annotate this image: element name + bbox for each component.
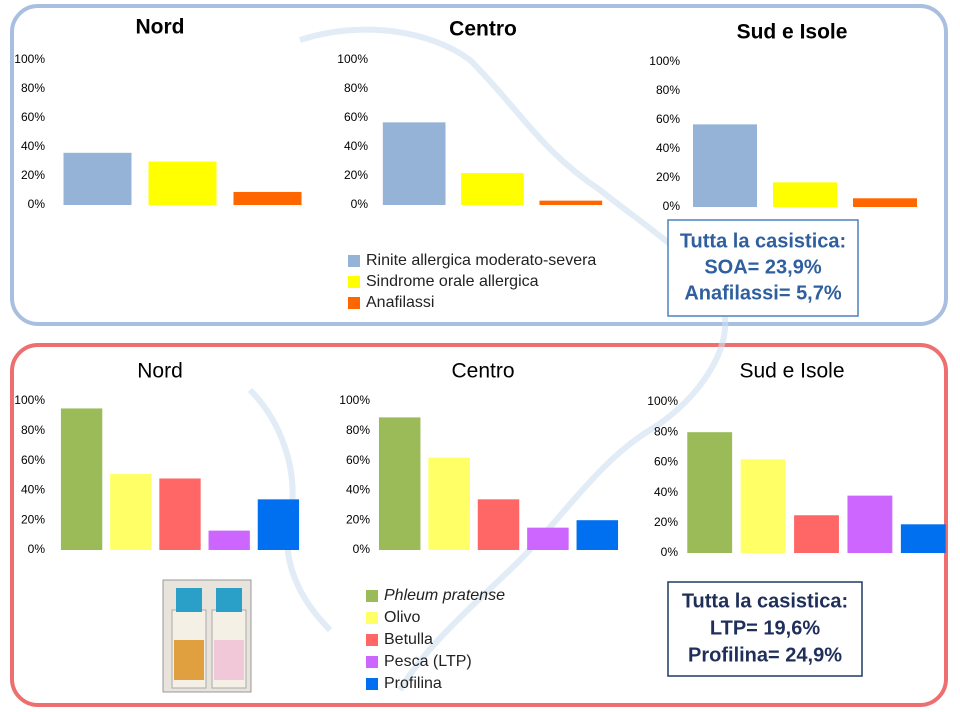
y-tick-label: 20% <box>21 168 45 182</box>
y-tick-label: 20% <box>654 515 678 529</box>
y-tick-label: 20% <box>346 512 370 526</box>
note-line: Anafilassi= 5,7% <box>684 282 842 304</box>
y-tick-label: 80% <box>21 81 45 95</box>
bar <box>900 524 946 553</box>
note-line: SOA= 23,9% <box>704 256 822 278</box>
legend-label: Olivo <box>384 609 421 626</box>
bar <box>527 527 569 550</box>
y-tick-label: 80% <box>346 423 370 437</box>
legend-label: Profilina <box>384 675 442 692</box>
bar <box>477 499 520 550</box>
y-tick-label: 60% <box>344 110 368 124</box>
bar <box>63 152 132 205</box>
bar <box>257 499 300 550</box>
bar <box>853 198 917 207</box>
y-tick-label: 60% <box>654 455 678 469</box>
legend-swatch <box>348 255 360 267</box>
bar <box>794 515 839 553</box>
bar <box>693 124 757 207</box>
y-tick-label: 100% <box>337 52 368 66</box>
y-tick-label: 80% <box>21 423 45 437</box>
legend-swatch <box>366 590 378 602</box>
legend-label: Pesca (LTP) <box>384 653 472 670</box>
chart-title: Nord <box>137 360 183 383</box>
legend-label: Rinite allergica moderato-severa <box>366 252 596 269</box>
y-tick-label: 100% <box>339 393 370 407</box>
y-tick-label: 0% <box>351 197 369 211</box>
bar <box>539 200 603 205</box>
y-tick-label: 100% <box>647 394 678 408</box>
bar <box>159 478 201 550</box>
y-tick-label: 80% <box>654 424 678 438</box>
y-tick-label: 20% <box>21 512 45 526</box>
y-tick-label: 20% <box>344 168 368 182</box>
y-tick-label: 60% <box>21 110 45 124</box>
bar <box>576 520 619 550</box>
legend-swatch <box>366 634 378 646</box>
y-tick-label: 0% <box>663 199 681 213</box>
y-tick-label: 0% <box>28 542 46 556</box>
note-box <box>667 581 863 677</box>
legend-label: Phleum pratense <box>384 587 505 604</box>
bar <box>428 457 470 550</box>
note-box <box>667 219 859 317</box>
bottom-panel <box>10 343 948 707</box>
note-line: LTP= 19,6% <box>710 617 820 639</box>
bar <box>378 417 421 550</box>
y-tick-label: 80% <box>656 83 680 97</box>
bar <box>740 459 786 553</box>
legend-label: Sindrome orale allergica <box>366 273 539 290</box>
chart-title: Sud e Isole <box>737 21 848 44</box>
y-tick-label: 40% <box>21 483 45 497</box>
legend-swatch <box>366 678 378 690</box>
note-line: Profilina= 24,9% <box>688 644 842 666</box>
chart-title: Centro <box>449 18 517 41</box>
photo <box>162 579 252 693</box>
legend-swatch <box>366 656 378 668</box>
y-tick-label: 100% <box>14 393 45 407</box>
y-tick-label: 100% <box>649 54 680 68</box>
note-line: Tutta la casistica: <box>682 590 848 612</box>
bar <box>461 173 524 205</box>
legend-swatch <box>348 297 360 309</box>
chart-title: Centro <box>451 360 514 383</box>
y-tick-label: 60% <box>21 453 45 467</box>
bar <box>847 495 893 553</box>
bar <box>208 530 250 550</box>
legend-label: Anafilassi <box>366 294 434 311</box>
legend-label: Betulla <box>384 631 433 648</box>
y-tick-label: 60% <box>346 453 370 467</box>
y-tick-label: 40% <box>21 139 45 153</box>
bar <box>60 408 103 550</box>
bar <box>148 161 217 205</box>
bar <box>382 122 446 205</box>
chart-title: Nord <box>136 16 185 39</box>
y-tick-label: 40% <box>654 485 678 499</box>
y-tick-label: 100% <box>14 52 45 66</box>
legend-swatch <box>348 276 360 288</box>
bar <box>110 474 152 550</box>
bar <box>773 182 837 207</box>
y-tick-label: 40% <box>344 139 368 153</box>
bar <box>233 191 302 205</box>
y-tick-label: 0% <box>353 542 371 556</box>
y-tick-label: 0% <box>661 545 679 559</box>
y-tick-label: 80% <box>344 81 368 95</box>
y-tick-label: 40% <box>346 483 370 497</box>
bar <box>687 432 733 553</box>
y-tick-label: 0% <box>28 197 46 211</box>
y-tick-label: 60% <box>656 112 680 126</box>
y-tick-label: 20% <box>656 170 680 184</box>
y-tick-label: 40% <box>656 141 680 155</box>
note-line: Tutta la casistica: <box>680 230 846 252</box>
top-panel <box>10 4 948 326</box>
legend-swatch <box>366 612 378 624</box>
chart-title: Sud e Isole <box>739 360 844 383</box>
